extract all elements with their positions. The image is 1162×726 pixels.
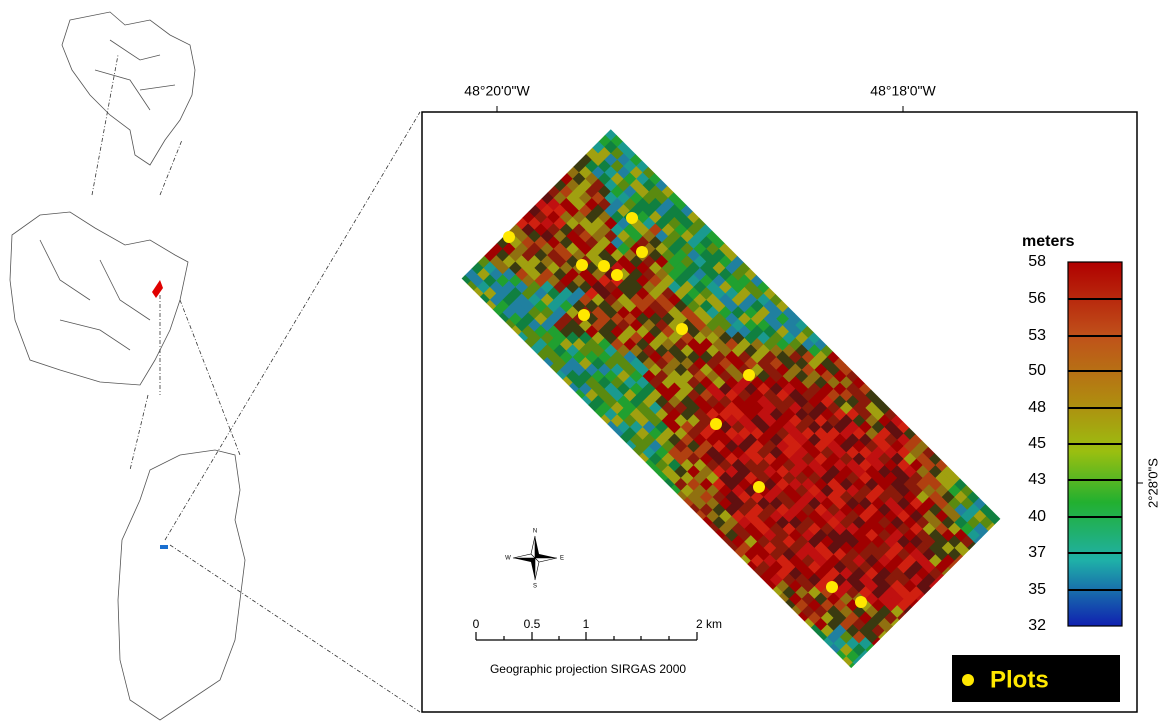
compass-w: W bbox=[505, 556, 511, 562]
longitude-label: 48°18'0"W bbox=[870, 83, 936, 99]
ramp-label: 43 bbox=[1028, 471, 1046, 488]
plot-point bbox=[611, 269, 623, 281]
plot-point bbox=[676, 323, 688, 335]
ramp-label: 37 bbox=[1028, 544, 1046, 561]
plot-point bbox=[743, 369, 755, 381]
ramp-label: 56 bbox=[1028, 290, 1046, 307]
plots-legend-label: Plots bbox=[990, 666, 1049, 693]
plot-point bbox=[636, 246, 648, 258]
projection-note: Geographic projection SIRGAS 2000 bbox=[490, 662, 686, 676]
ramp-label: 53 bbox=[1028, 327, 1046, 344]
plot-point bbox=[626, 212, 638, 224]
ramp-label: 35 bbox=[1028, 581, 1046, 598]
scale-label: 0 bbox=[473, 617, 480, 631]
ramp-label: 32 bbox=[1028, 617, 1046, 634]
latitude-label: 2°28'0"S bbox=[1145, 458, 1160, 508]
compass-s: S bbox=[533, 584, 537, 590]
ramp-label: 48 bbox=[1028, 399, 1046, 416]
plot-point bbox=[710, 418, 722, 430]
plot-point bbox=[855, 596, 867, 608]
brazil-outline bbox=[62, 12, 195, 165]
scale-label: 1 bbox=[583, 617, 590, 631]
para-outline bbox=[10, 212, 188, 385]
study-area-highlight bbox=[152, 280, 163, 298]
plot-point bbox=[576, 259, 588, 271]
map-figure: 48°20'0"W 48°18'0"W 2°28'0"S N S E W 0 0… bbox=[0, 0, 1162, 726]
ramp-label: 40 bbox=[1028, 508, 1046, 525]
plot-point bbox=[753, 481, 765, 493]
study-area-marker bbox=[160, 545, 168, 549]
longitude-label: 48°20'0"W bbox=[464, 83, 530, 99]
municipality-outline bbox=[118, 450, 245, 720]
scale-label: 0.5 bbox=[524, 617, 541, 631]
plot-point bbox=[503, 231, 515, 243]
compass-n: N bbox=[533, 529, 537, 535]
plot-point bbox=[598, 260, 610, 272]
plot-point bbox=[826, 581, 838, 593]
legend-title: meters bbox=[1022, 233, 1075, 250]
ramp-label: 45 bbox=[1028, 435, 1046, 452]
scale-label: 2 km bbox=[696, 617, 722, 631]
plot-point bbox=[578, 309, 590, 321]
ramp-label: 58 bbox=[1028, 253, 1046, 270]
ramp-label: 50 bbox=[1028, 362, 1046, 379]
plots-legend-symbol bbox=[962, 674, 974, 686]
compass-e: E bbox=[560, 556, 564, 562]
